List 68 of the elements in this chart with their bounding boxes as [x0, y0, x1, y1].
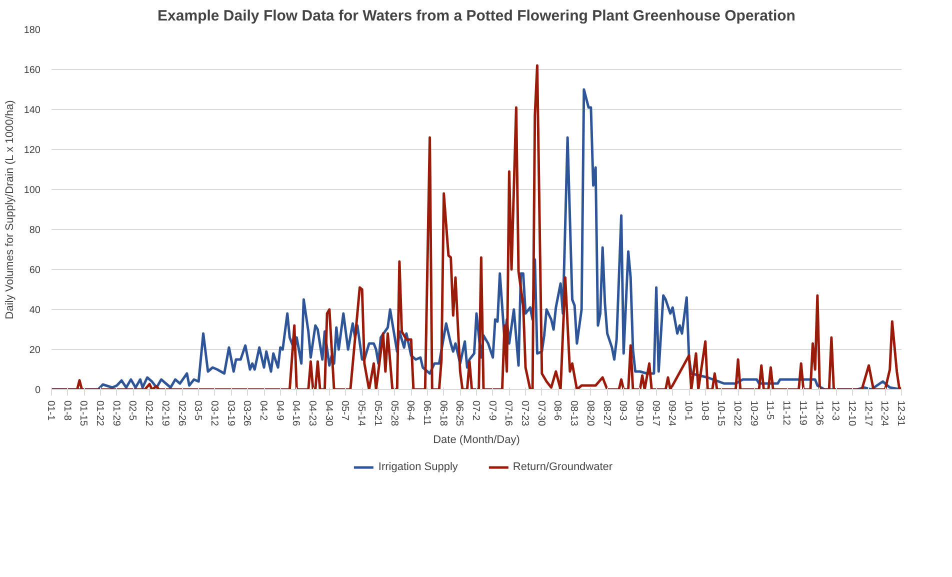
x-tick-label: 12-17 — [862, 400, 874, 427]
x-tick-label: 12-31 — [895, 400, 906, 427]
y-tick-label: 20 — [29, 345, 41, 356]
x-tick-label: 07-9 — [486, 400, 498, 421]
x-tick-label: 04-16 — [290, 400, 302, 427]
y-tick-label: 180 — [24, 25, 41, 36]
x-tick-label: 08-6 — [552, 400, 563, 421]
x-tick-label: 02-5 — [126, 400, 138, 421]
x-tick-label: 11-5 — [764, 400, 776, 420]
x-tick-label: 03-5 — [192, 400, 204, 421]
x-tick-label: 01-8 — [61, 400, 72, 421]
x-tick-label: 12-3 — [830, 400, 841, 421]
x-tick-label: 09-3 — [617, 400, 628, 421]
x-tick-label: 06-11 — [420, 400, 432, 426]
x-tick-label: 07-30 — [535, 400, 546, 427]
x-tick-label: 01-15 — [78, 400, 89, 427]
y-tick-label: 120 — [24, 145, 41, 156]
x-tick-label: 06-18 — [437, 400, 448, 427]
x-tick-label: 10-22 — [732, 400, 743, 427]
y-tick-label: 100 — [24, 185, 41, 196]
x-tick-label: 09-10 — [633, 400, 644, 427]
y-tick-label: 160 — [24, 65, 41, 76]
x-tick-label: 10-8 — [698, 400, 710, 421]
x-tick-label: 04-23 — [306, 400, 318, 427]
x-tick-label: 04-9 — [274, 400, 285, 421]
x-tick-label: 10-1 — [682, 400, 694, 421]
x-tick-label: 01-1 — [45, 400, 56, 421]
x-tick-label: 02-26 — [176, 400, 187, 427]
x-tick-label: 01-22 — [94, 400, 106, 427]
x-tick-label: 06-4 — [404, 400, 416, 421]
x-tick-label: 04-30 — [322, 400, 334, 427]
x-tick-label: 12-10 — [846, 400, 857, 427]
chart-title: Example Daily Flow Data for Waters from a Potted Flowering Plant Greenhouse Operation — [158, 8, 796, 24]
x-tick-label: 02-12 — [143, 400, 154, 427]
y-tick-label: 40 — [29, 305, 41, 316]
y-tick-label: 140 — [24, 105, 41, 116]
x-tick-label: 07-2 — [470, 400, 481, 421]
x-tick-label: 05-14 — [356, 400, 367, 427]
x-tick-label: 12-24 — [878, 400, 890, 427]
x-tick-label: 11-26 — [813, 400, 824, 426]
x-tick-label: 10-29 — [748, 400, 759, 427]
x-tick-label: 03-19 — [224, 400, 236, 427]
legend-label: Return/Groundwater — [512, 461, 613, 473]
y-tick-label: 80 — [29, 225, 41, 236]
legend-label: Irrigation Supply — [378, 461, 458, 473]
x-tick-label: 07-23 — [519, 400, 530, 427]
x-tick-label: 05-21 — [372, 400, 383, 427]
x-tick-label: 09-24 — [666, 400, 678, 427]
x-tick-label: 07-16 — [502, 400, 514, 427]
x-tick-label: 02-19 — [159, 400, 170, 427]
y-tick-label: 0 — [34, 385, 41, 396]
x-tick-label: 01-29 — [110, 400, 122, 427]
x-tick-label: 08-13 — [568, 400, 580, 427]
x-tick-label: 05-7 — [339, 400, 350, 421]
x-tick-label: 04-2 — [258, 400, 268, 421]
x-tick-label: 09-17 — [650, 400, 661, 427]
y-tick-label: 60 — [29, 265, 41, 276]
x-tick-label: 05-28 — [388, 400, 400, 427]
x-tick-label: 11-12 — [780, 400, 792, 426]
x-tick-label: 08-27 — [600, 400, 612, 427]
x-tick-label: 11-19 — [796, 400, 808, 426]
x-tick-label: 03-12 — [208, 400, 220, 427]
x-tick-label: 08-20 — [584, 400, 596, 427]
x-axis-title: Date (Month/Day) — [433, 434, 520, 446]
x-tick-label: 03-26 — [241, 400, 252, 427]
x-tick-label: 10-15 — [715, 400, 726, 427]
x-tick-label: 06-25 — [454, 400, 465, 427]
y-axis-title: Daily Volumes for Supply/Drain (L x 1000/ha) — [4, 100, 16, 320]
